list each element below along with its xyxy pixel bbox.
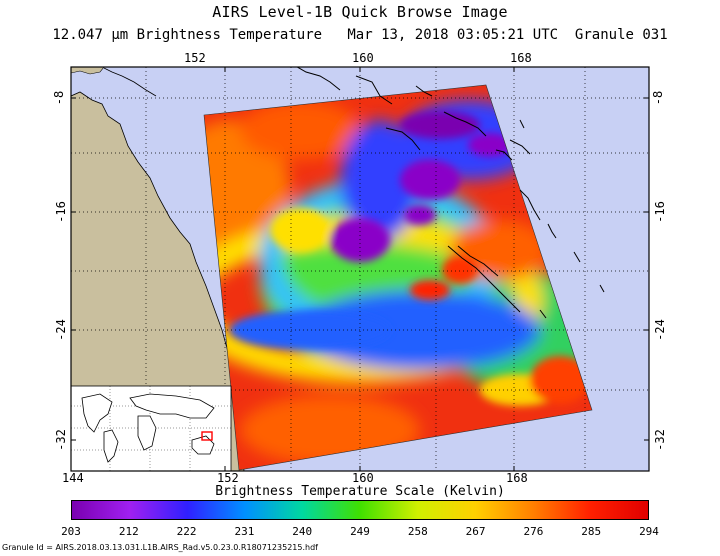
lat-left-label: -8 xyxy=(52,90,67,106)
colorbar-tick-label: 258 xyxy=(407,525,428,538)
frame-ticks xyxy=(70,67,649,471)
lat-left-label: -32 xyxy=(53,429,68,451)
lon-bottom-label: 168 xyxy=(506,471,528,485)
lat-right-label: -32 xyxy=(652,429,667,451)
colorbar-tick-label: 222 xyxy=(176,525,197,538)
colorbar-tick-label: 267 xyxy=(465,525,486,538)
colorbar-tick-label: 294 xyxy=(639,525,659,538)
world-inset-map xyxy=(71,385,232,471)
inset-location-marker xyxy=(201,431,213,441)
lon-bottom-label: 152 xyxy=(217,471,239,485)
lon-bottom-label: 160 xyxy=(352,471,374,485)
island-coastlines xyxy=(296,67,605,319)
lon-top-label: 168 xyxy=(510,51,532,65)
lat-left-label: -16 xyxy=(53,201,68,223)
colorbar-tick-label: 249 xyxy=(350,525,370,538)
lat-right-label: -24 xyxy=(652,319,667,341)
lon-bottom-label: 144 xyxy=(62,471,84,485)
lat-right-label: -16 xyxy=(652,201,667,223)
papua-coast xyxy=(103,67,157,97)
colorbar-tick-label: 285 xyxy=(581,525,602,538)
colorbar-tick-label: 212 xyxy=(118,525,139,538)
lat-left-label: -24 xyxy=(53,319,68,341)
colorbar-tick-label: 231 xyxy=(234,525,255,538)
colorbar xyxy=(71,500,649,520)
colorbar-title: Brightness Temperature Scale (Kelvin) xyxy=(215,484,505,499)
lat-right-label: -8 xyxy=(651,90,666,106)
colorbar-tick-label: 276 xyxy=(523,525,544,538)
lon-top-label: 160 xyxy=(352,51,374,65)
colorbar-tick-label: 203 xyxy=(61,525,81,538)
new-guinea-land xyxy=(71,67,105,75)
image-title: AIRS Level-1B Quick Browse Image xyxy=(212,3,508,21)
lon-top-label: 152 xyxy=(184,51,206,65)
colorbar-tick-label: 240 xyxy=(292,525,313,538)
granule-id: Granule Id = AIRS.2018.03.13.031.L1B.AIR… xyxy=(2,543,318,552)
image-subtitle: 12.047 µm Brightness Temperature Mar 13,… xyxy=(52,27,668,43)
